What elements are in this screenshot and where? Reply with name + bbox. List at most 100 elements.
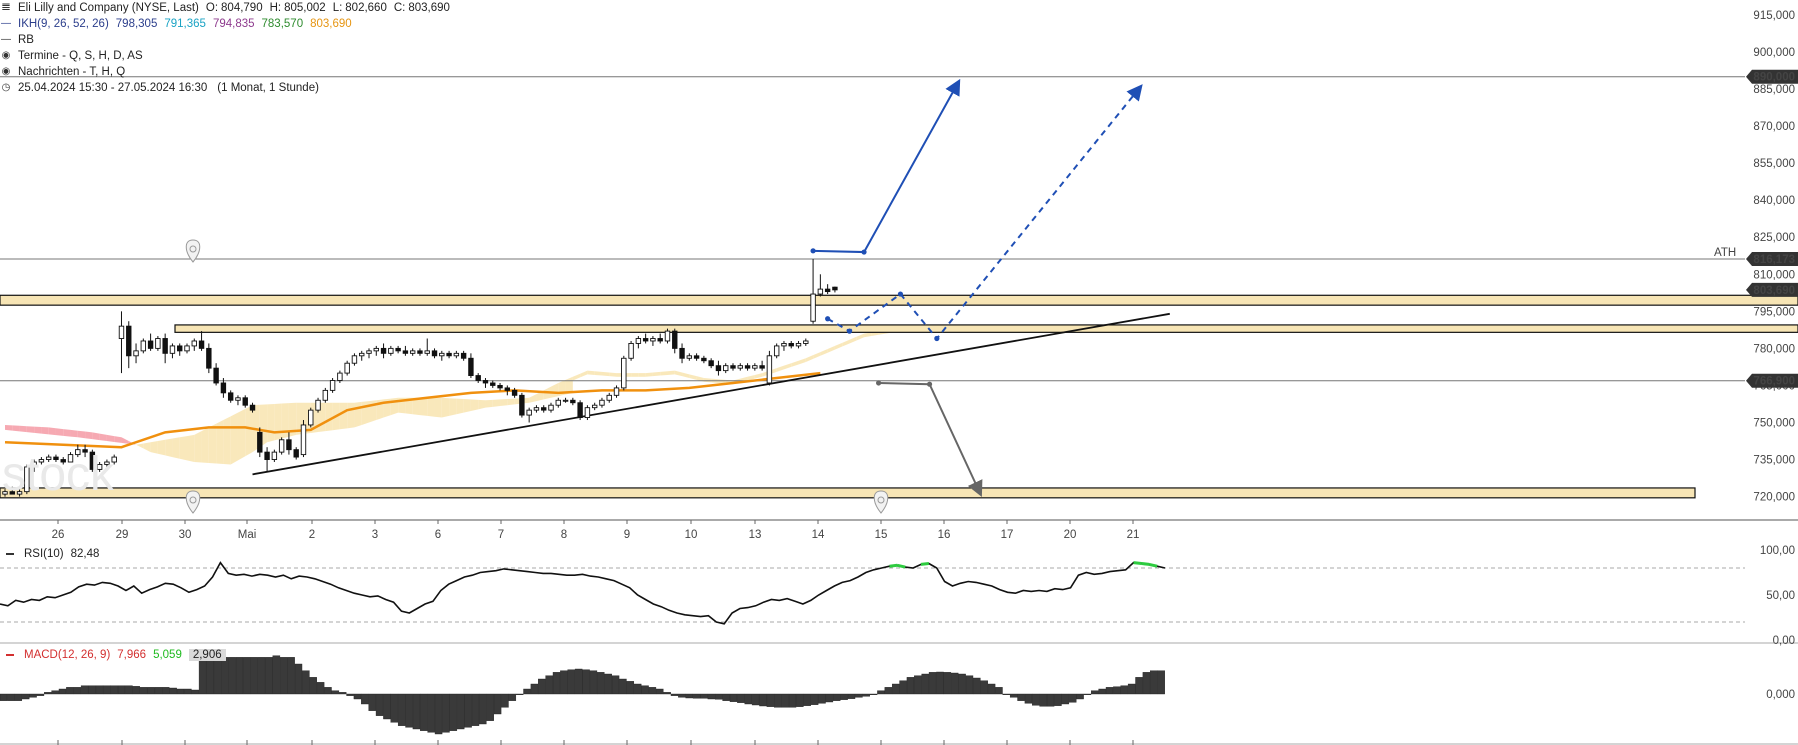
- projection-node: [926, 381, 933, 387]
- candle: [322, 387, 329, 403]
- candle-body: [402, 350, 409, 354]
- candle: [82, 444, 88, 458]
- macd-bar: [302, 670, 310, 695]
- rsi-tick: 100,00: [1760, 545, 1795, 557]
- candle-body: [555, 399, 561, 406]
- macd-bar: [368, 693, 376, 711]
- ikh-value-2: 791,365: [164, 18, 206, 30]
- macd-bar: [663, 692, 671, 695]
- rsi-legend[interactable]: RSI(10) 82,48: [4, 548, 99, 560]
- macd-bar: [1054, 693, 1062, 706]
- cloud-segment: [99, 433, 107, 442]
- cloud-segment: [485, 399, 493, 408]
- macd-legend[interactable]: MACD(12, 26, 9) 7,966 5,059 2,906: [4, 649, 226, 661]
- candle-body: [657, 338, 663, 342]
- macd-bar: [1002, 693, 1011, 696]
- candle-body: [206, 347, 212, 369]
- cloud-segment: [179, 436, 187, 461]
- legend-nachrichten-row[interactable]: ◉ Nachrichten - T, H, Q: [0, 64, 450, 80]
- macd-bar: [73, 687, 82, 695]
- candle: [329, 378, 336, 393]
- candle-body: [169, 345, 176, 354]
- low-label: L:: [332, 2, 343, 14]
- kijun-line: [4, 371, 821, 449]
- macd-bar: [1135, 677, 1143, 695]
- candle-body: [82, 449, 88, 453]
- macd-bar: [198, 657, 207, 695]
- macd-bar: [884, 687, 893, 695]
- time-tick: 14: [812, 529, 825, 541]
- macd-bar: [781, 693, 789, 708]
- candle-body: [635, 338, 642, 344]
- macd-bar: [965, 675, 974, 695]
- candle: [642, 333, 649, 344]
- candle: [446, 350, 452, 359]
- candle-body: [686, 355, 693, 359]
- time-tick: 8: [561, 529, 567, 541]
- legend-title-row: 𝌆 Eli Lilly and Company (NYSE, Last) O: 8…: [0, 0, 450, 16]
- legend-ikh-row[interactable]: — IKH(9, 26, 52, 26) 798,305 791,365 794…: [0, 16, 450, 32]
- price-tick: 750,000: [1753, 417, 1795, 429]
- candle-body: [286, 439, 292, 451]
- macd-bar: [729, 693, 738, 702]
- event-markers: ATH: [185, 239, 1736, 514]
- candle: [24, 464, 30, 495]
- cloud-segment: [41, 427, 49, 435]
- trendline: [252, 312, 1170, 476]
- candle: [388, 345, 394, 356]
- candle-body: [308, 409, 314, 426]
- cloud-segment: [776, 365, 784, 372]
- macd-bar: [508, 693, 517, 701]
- radio-icon: ◉: [1, 66, 11, 77]
- candle: [60, 457, 66, 465]
- macd-bar: [1024, 693, 1033, 704]
- candle: [708, 358, 714, 369]
- cloud-segment: [347, 402, 355, 429]
- candle-body: [570, 399, 576, 404]
- rsi-tick: 50,00: [1766, 590, 1795, 602]
- candle: [533, 405, 540, 413]
- candle: [650, 336, 656, 346]
- macd-bar: [774, 693, 782, 708]
- cloud-segment: [165, 438, 173, 458]
- cloud-segment: [682, 372, 690, 379]
- candle-body: [744, 365, 751, 369]
- candle-body: [693, 355, 700, 359]
- candle-body: [242, 397, 248, 406]
- macd-bar: [338, 692, 347, 695]
- macd-bar: [442, 693, 450, 733]
- candle: [220, 378, 227, 398]
- candle-body: [708, 360, 714, 367]
- candle: [460, 350, 467, 361]
- macd-bar: [265, 657, 273, 695]
- macd-bar: [818, 693, 826, 704]
- candle: [795, 340, 802, 349]
- open-value: 804,790: [221, 2, 263, 14]
- price-tick: 915,000: [1753, 10, 1795, 22]
- macd-bar: [331, 690, 340, 695]
- macd-value-3: 2,906: [188, 649, 226, 661]
- candle-body: [2, 491, 8, 495]
- legend-termine-row[interactable]: ◉ Termine - Q, S, H, D, AS: [0, 48, 450, 64]
- ikh-value-4: 783,570: [261, 18, 304, 30]
- candle-body: [337, 372, 343, 381]
- candle: [715, 360, 722, 376]
- candle: [337, 370, 343, 383]
- candle-body: [111, 456, 117, 463]
- price-tick: 780,000: [1753, 343, 1795, 355]
- price-label: 803,690: [1746, 282, 1798, 297]
- time-tick: 7: [498, 529, 504, 541]
- legend-range-row[interactable]: ◷ 25.04.2024 15:30 - 27.05.2024 16:30 (1…: [0, 80, 450, 96]
- candle: [599, 397, 605, 408]
- candle: [67, 452, 74, 463]
- time-axis: 26 29 30 Mai 2 3 6 7 8 9 10 13 14 15 16 17 20 21: [52, 520, 1139, 745]
- macd-bar: [943, 672, 952, 695]
- legend-rb-row[interactable]: — RB: [0, 32, 450, 48]
- support-zone: [174, 324, 1798, 333]
- event-marker-icon: [185, 490, 201, 514]
- macd-bar: [361, 693, 369, 705]
- rsi-overbought-segment: [897, 563, 906, 569]
- candle-body: [511, 389, 518, 396]
- candle-body: [118, 325, 125, 339]
